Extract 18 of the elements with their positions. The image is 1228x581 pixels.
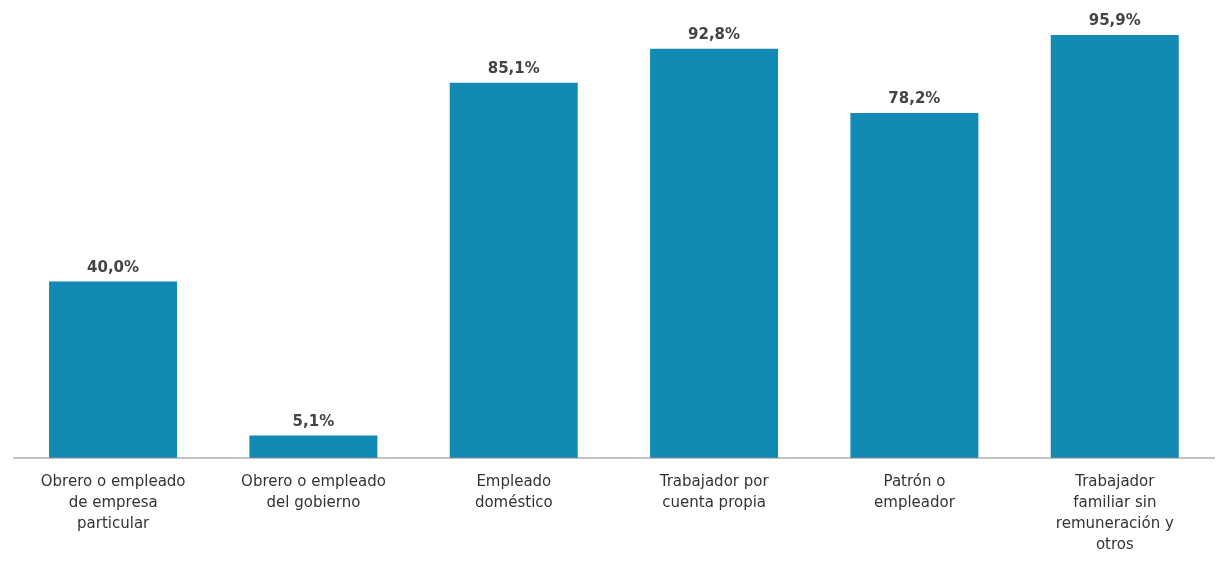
x-tick-label: Empleado doméstico — [474, 472, 553, 511]
bar — [850, 113, 979, 458]
bar — [1050, 35, 1179, 458]
x-tick-label: Obrero o empleado del gobierno — [241, 472, 386, 511]
data-label: 85,1% — [487, 58, 540, 77]
bar — [249, 435, 378, 458]
x-tick-label: Patrón o empleador — [874, 472, 956, 511]
bar — [49, 281, 178, 458]
bar — [650, 48, 779, 458]
bar — [449, 82, 578, 458]
data-label: 5,1% — [292, 411, 335, 430]
data-label: 95,9% — [1088, 11, 1141, 29]
data-label: 40,0% — [87, 257, 140, 276]
x-tick-label: Trabajador familiar sin remuneración y otros — [1055, 472, 1174, 553]
x-tick-label: Obrero o empleado de empresa particular — [40, 472, 186, 532]
x-tick-label: Trabajador por cuenta propia — [658, 472, 770, 511]
data-label: 78,2% — [888, 89, 941, 108]
data-label: 92,8% — [688, 24, 741, 43]
